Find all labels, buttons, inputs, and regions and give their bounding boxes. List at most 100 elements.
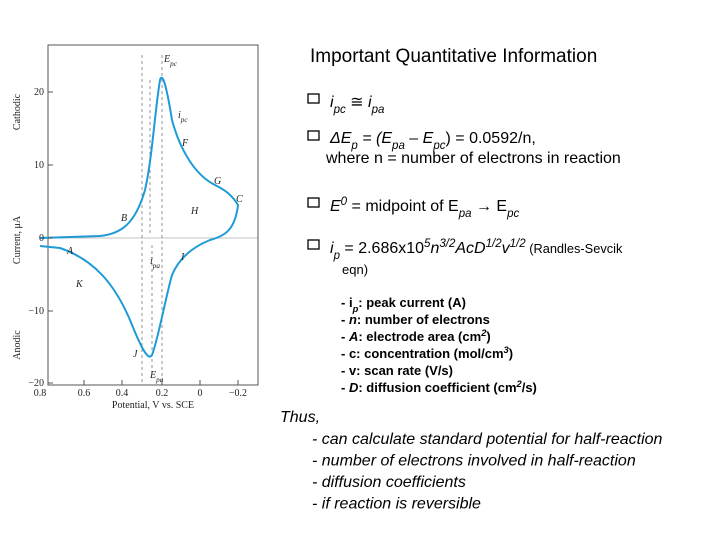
bullet: [307, 239, 320, 250]
text-part: ΔE: [329, 130, 352, 147]
text-part: i: [330, 240, 334, 257]
text-part: = midpoint of E: [347, 198, 459, 215]
text-part: i: [368, 94, 372, 111]
bullet-text: E0 = midpoint of Epa → Epc: [330, 196, 519, 220]
text-part: pc: [180, 116, 189, 124]
definition: - n: number of electrons: [341, 312, 490, 327]
text-part: pa: [458, 208, 472, 220]
x-tick-label: 0.4: [116, 388, 129, 399]
bullet-text-cont: where n = number of electrons in reactio…: [325, 150, 621, 167]
text-part: C: [236, 194, 243, 205]
bullet-icons: [307, 93, 320, 250]
text-part: p: [352, 304, 359, 314]
slide-title: Important Quantitative Information: [310, 46, 597, 67]
text-part: ): [486, 329, 490, 344]
definition: - D: diffusion coefficient (cm2/s): [341, 379, 537, 395]
text-part: : number of electrons: [357, 312, 490, 327]
text-part: pc: [333, 104, 346, 116]
text-part: -: [341, 329, 349, 344]
bullet: [307, 197, 320, 208]
text-part: p: [350, 140, 358, 152]
y-tick-label: −20: [28, 378, 44, 389]
y-tick-label: 0: [39, 233, 44, 244]
text-part: 5: [424, 238, 431, 250]
text-part: 2: [480, 328, 487, 338]
text-part: /s): [522, 380, 537, 395]
text-part: - v: scan rate (V/s): [341, 363, 453, 378]
conclusion-item: - number of electrons involved in half-r…: [312, 453, 636, 470]
text-part: pc: [169, 60, 178, 68]
y-axis-label: Current, μA: [12, 215, 23, 264]
definition: - ip: peak current (A): [341, 295, 466, 314]
curve-annotation: ipa: [150, 256, 160, 270]
text-part: : electrode area (cm: [358, 329, 481, 344]
text-part: - c: concentration (mol/cm: [341, 346, 504, 361]
text-part: → E: [472, 198, 508, 215]
bullet: [307, 130, 320, 141]
text-part: - i: [341, 295, 353, 310]
text-part: 3: [504, 345, 510, 355]
y-tick-label: −10: [28, 306, 44, 317]
text-part: i: [178, 110, 181, 121]
curve-annotation: Epa: [149, 370, 164, 384]
text-part: pa: [155, 376, 164, 384]
bullet-text: ΔEp = (Epa – Epc) = 0.0592/n,: [329, 130, 536, 152]
voltammogram-figure: Cathodic Current, μA Anodic Potential, V vs…: [12, 44, 259, 411]
curve-annotation: G: [214, 176, 221, 187]
text-part: A: [348, 329, 358, 344]
text-part: – E: [405, 130, 434, 147]
curve-annotation: F: [181, 138, 189, 149]
text-part: : peak current (A): [358, 295, 466, 310]
definition: - c: concentration (mol/cm3): [341, 345, 513, 361]
definition: - v: scan rate (V/s): [341, 363, 453, 378]
text-part: = 2.686x10: [340, 240, 424, 257]
curve-annotation: C: [236, 194, 243, 205]
text-part: -: [341, 312, 349, 327]
bullet-text-cont: eqn): [342, 262, 368, 277]
curve-annotation: K: [75, 279, 84, 290]
definition: - A: electrode area (cm2): [341, 328, 491, 344]
text-part: D: [349, 380, 359, 395]
text-part: E: [149, 370, 156, 381]
x-tick-label: 0.8: [34, 388, 47, 399]
text-part: n: [349, 312, 357, 327]
text-part: B: [121, 213, 127, 224]
text-part: E: [330, 198, 341, 215]
text-part: i: [150, 256, 153, 267]
text-part: AcD: [454, 240, 486, 257]
curve-annotation: A: [66, 246, 74, 257]
text-part: (Randles-Sevcik: [526, 241, 623, 256]
conclusion-item: - if reaction is reversible: [312, 496, 481, 513]
text-part: i: [330, 94, 334, 111]
curve-annotation: Epc: [163, 54, 178, 68]
y-axis-label: Cathodic: [12, 93, 23, 130]
text-part: pa: [371, 104, 385, 116]
text-part: ) = 0.0592/n,: [446, 130, 536, 147]
text-part: 0: [341, 196, 348, 208]
text-part: = (E: [358, 130, 393, 147]
text-part: 1/2: [510, 238, 527, 250]
x-tick-label: 0.6: [78, 388, 91, 399]
text-part: E: [163, 54, 170, 65]
conclusion-lead: Thus,: [280, 409, 320, 426]
text-part: A: [66, 246, 74, 257]
x-tick-label: 0: [198, 388, 203, 399]
x-tick-label: 0.2: [156, 388, 169, 399]
y-tick-label: 20: [34, 87, 44, 98]
text-part: H: [190, 206, 199, 217]
text-part: pa: [391, 140, 405, 152]
text-part: pc: [432, 140, 445, 152]
text-part: v: [502, 240, 511, 257]
text-part: n: [430, 240, 439, 257]
text-part: : diffusion coefficient (cm: [358, 380, 516, 395]
bullet-text: ip = 2.686x105n3/2AcD1/2v1/2 (Randles-Se…: [330, 238, 623, 262]
conclusion-item: - diffusion coefficients: [312, 474, 466, 491]
bullet: [307, 93, 320, 104]
text-part: p: [333, 250, 341, 262]
text-part: K: [75, 279, 84, 290]
curve-annotation: B: [121, 213, 127, 224]
x-tick-label: −0.2: [229, 388, 247, 399]
text-part: F: [181, 138, 189, 149]
